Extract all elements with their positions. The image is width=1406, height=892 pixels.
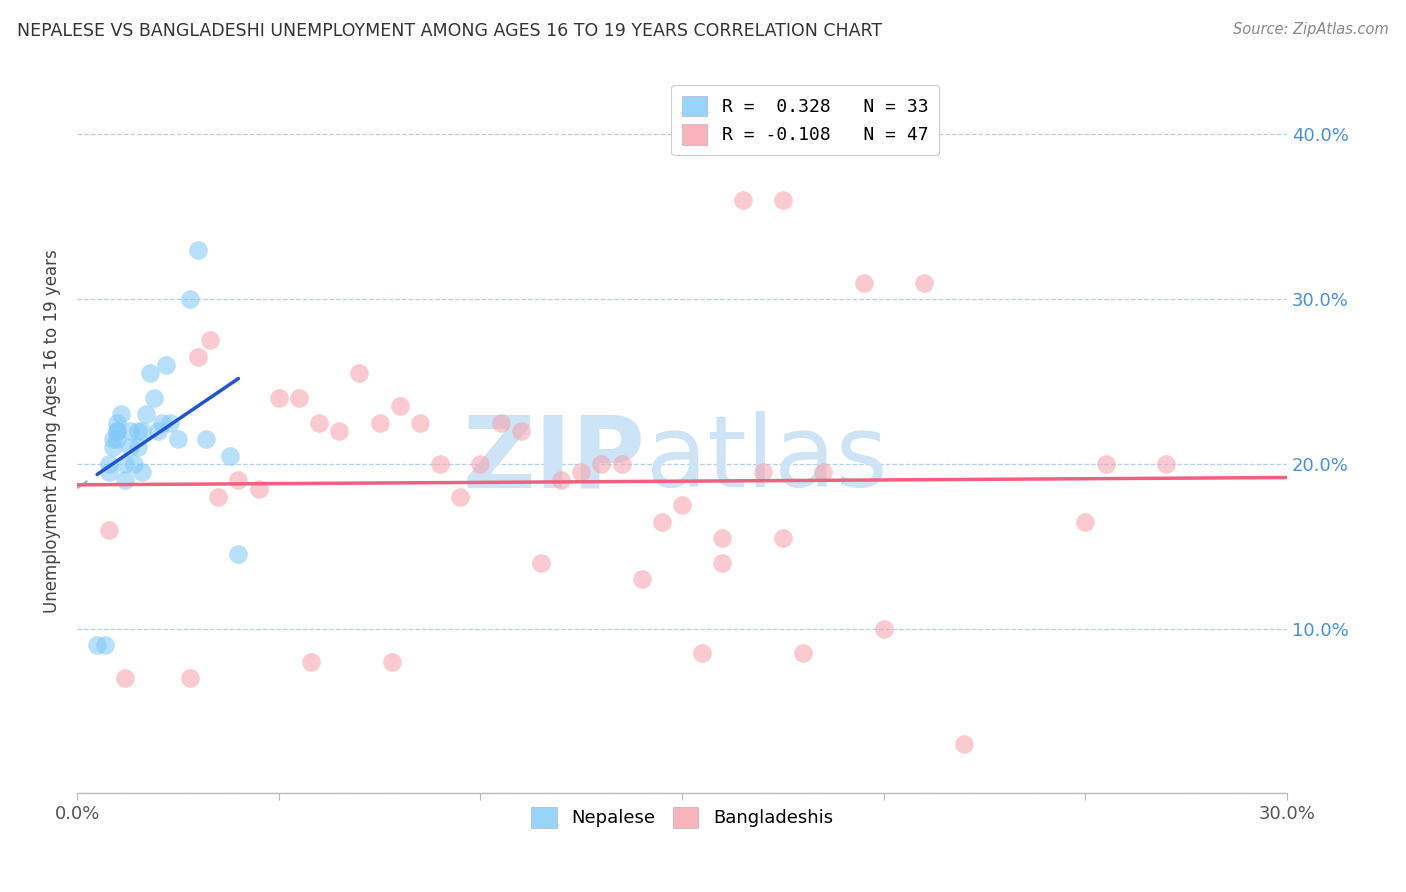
Point xyxy=(509,424,531,438)
Point xyxy=(690,646,713,660)
Point xyxy=(772,194,794,208)
Point xyxy=(195,432,218,446)
Point xyxy=(1094,457,1116,471)
Point xyxy=(550,474,572,488)
Point xyxy=(198,334,221,348)
Point xyxy=(772,531,794,545)
Text: NEPALESE VS BANGLADESHI UNEMPLOYMENT AMONG AGES 16 TO 19 YEARS CORRELATION CHART: NEPALESE VS BANGLADESHI UNEMPLOYMENT AMO… xyxy=(17,22,882,40)
Point xyxy=(94,638,117,652)
Legend: Nepalese, Bangladeshis: Nepalese, Bangladeshis xyxy=(524,800,841,835)
Point xyxy=(219,449,242,463)
Point xyxy=(449,490,471,504)
Point xyxy=(912,276,935,290)
Point xyxy=(731,194,754,208)
Point xyxy=(155,358,177,372)
Point xyxy=(118,441,141,455)
Point xyxy=(179,671,201,685)
Point xyxy=(114,474,136,488)
Point xyxy=(1154,457,1177,471)
Point xyxy=(107,424,129,438)
Point xyxy=(711,556,734,570)
Point xyxy=(381,655,404,669)
Point xyxy=(167,432,190,446)
Point xyxy=(107,424,129,438)
Point xyxy=(288,391,311,405)
Point xyxy=(228,548,250,562)
Point xyxy=(489,416,512,430)
Point xyxy=(247,482,270,496)
Point xyxy=(651,515,673,529)
Point xyxy=(98,465,121,479)
Point xyxy=(349,366,371,380)
Point xyxy=(107,432,129,446)
Point xyxy=(671,498,693,512)
Point xyxy=(429,457,451,471)
Point xyxy=(470,457,492,471)
Point xyxy=(127,441,149,455)
Point xyxy=(179,292,201,306)
Point xyxy=(127,424,149,438)
Point xyxy=(118,424,141,438)
Point xyxy=(114,457,136,471)
Point xyxy=(98,523,121,537)
Point xyxy=(107,416,129,430)
Point xyxy=(86,638,108,652)
Point xyxy=(131,465,153,479)
Point xyxy=(409,416,432,430)
Point xyxy=(852,276,875,290)
Text: ZIP: ZIP xyxy=(463,411,645,508)
Text: atlas: atlas xyxy=(645,411,887,508)
Point xyxy=(122,457,145,471)
Point xyxy=(159,416,181,430)
Point xyxy=(150,416,173,430)
Point xyxy=(873,622,896,636)
Point xyxy=(711,531,734,545)
Point xyxy=(267,391,290,405)
Point xyxy=(388,399,411,413)
Point xyxy=(751,465,773,479)
Point xyxy=(103,441,125,455)
Point xyxy=(98,457,121,471)
Point xyxy=(368,416,391,430)
Point xyxy=(299,655,322,669)
Point xyxy=(135,408,157,422)
Point xyxy=(114,671,136,685)
Point xyxy=(187,243,209,257)
Point xyxy=(610,457,633,471)
Point xyxy=(1074,515,1097,529)
Point xyxy=(187,350,209,364)
Point xyxy=(138,366,160,380)
Point xyxy=(103,432,125,446)
Point xyxy=(146,424,169,438)
Text: Source: ZipAtlas.com: Source: ZipAtlas.com xyxy=(1233,22,1389,37)
Point xyxy=(328,424,350,438)
Point xyxy=(792,646,814,660)
Point xyxy=(569,465,592,479)
Point xyxy=(953,737,976,751)
Y-axis label: Unemployment Among Ages 16 to 19 years: Unemployment Among Ages 16 to 19 years xyxy=(44,249,60,613)
Point xyxy=(228,474,250,488)
Point xyxy=(142,391,165,405)
Point xyxy=(630,572,652,586)
Point xyxy=(530,556,553,570)
Point xyxy=(110,408,132,422)
Point xyxy=(308,416,330,430)
Point xyxy=(813,465,835,479)
Point xyxy=(207,490,229,504)
Point xyxy=(131,424,153,438)
Point xyxy=(591,457,613,471)
